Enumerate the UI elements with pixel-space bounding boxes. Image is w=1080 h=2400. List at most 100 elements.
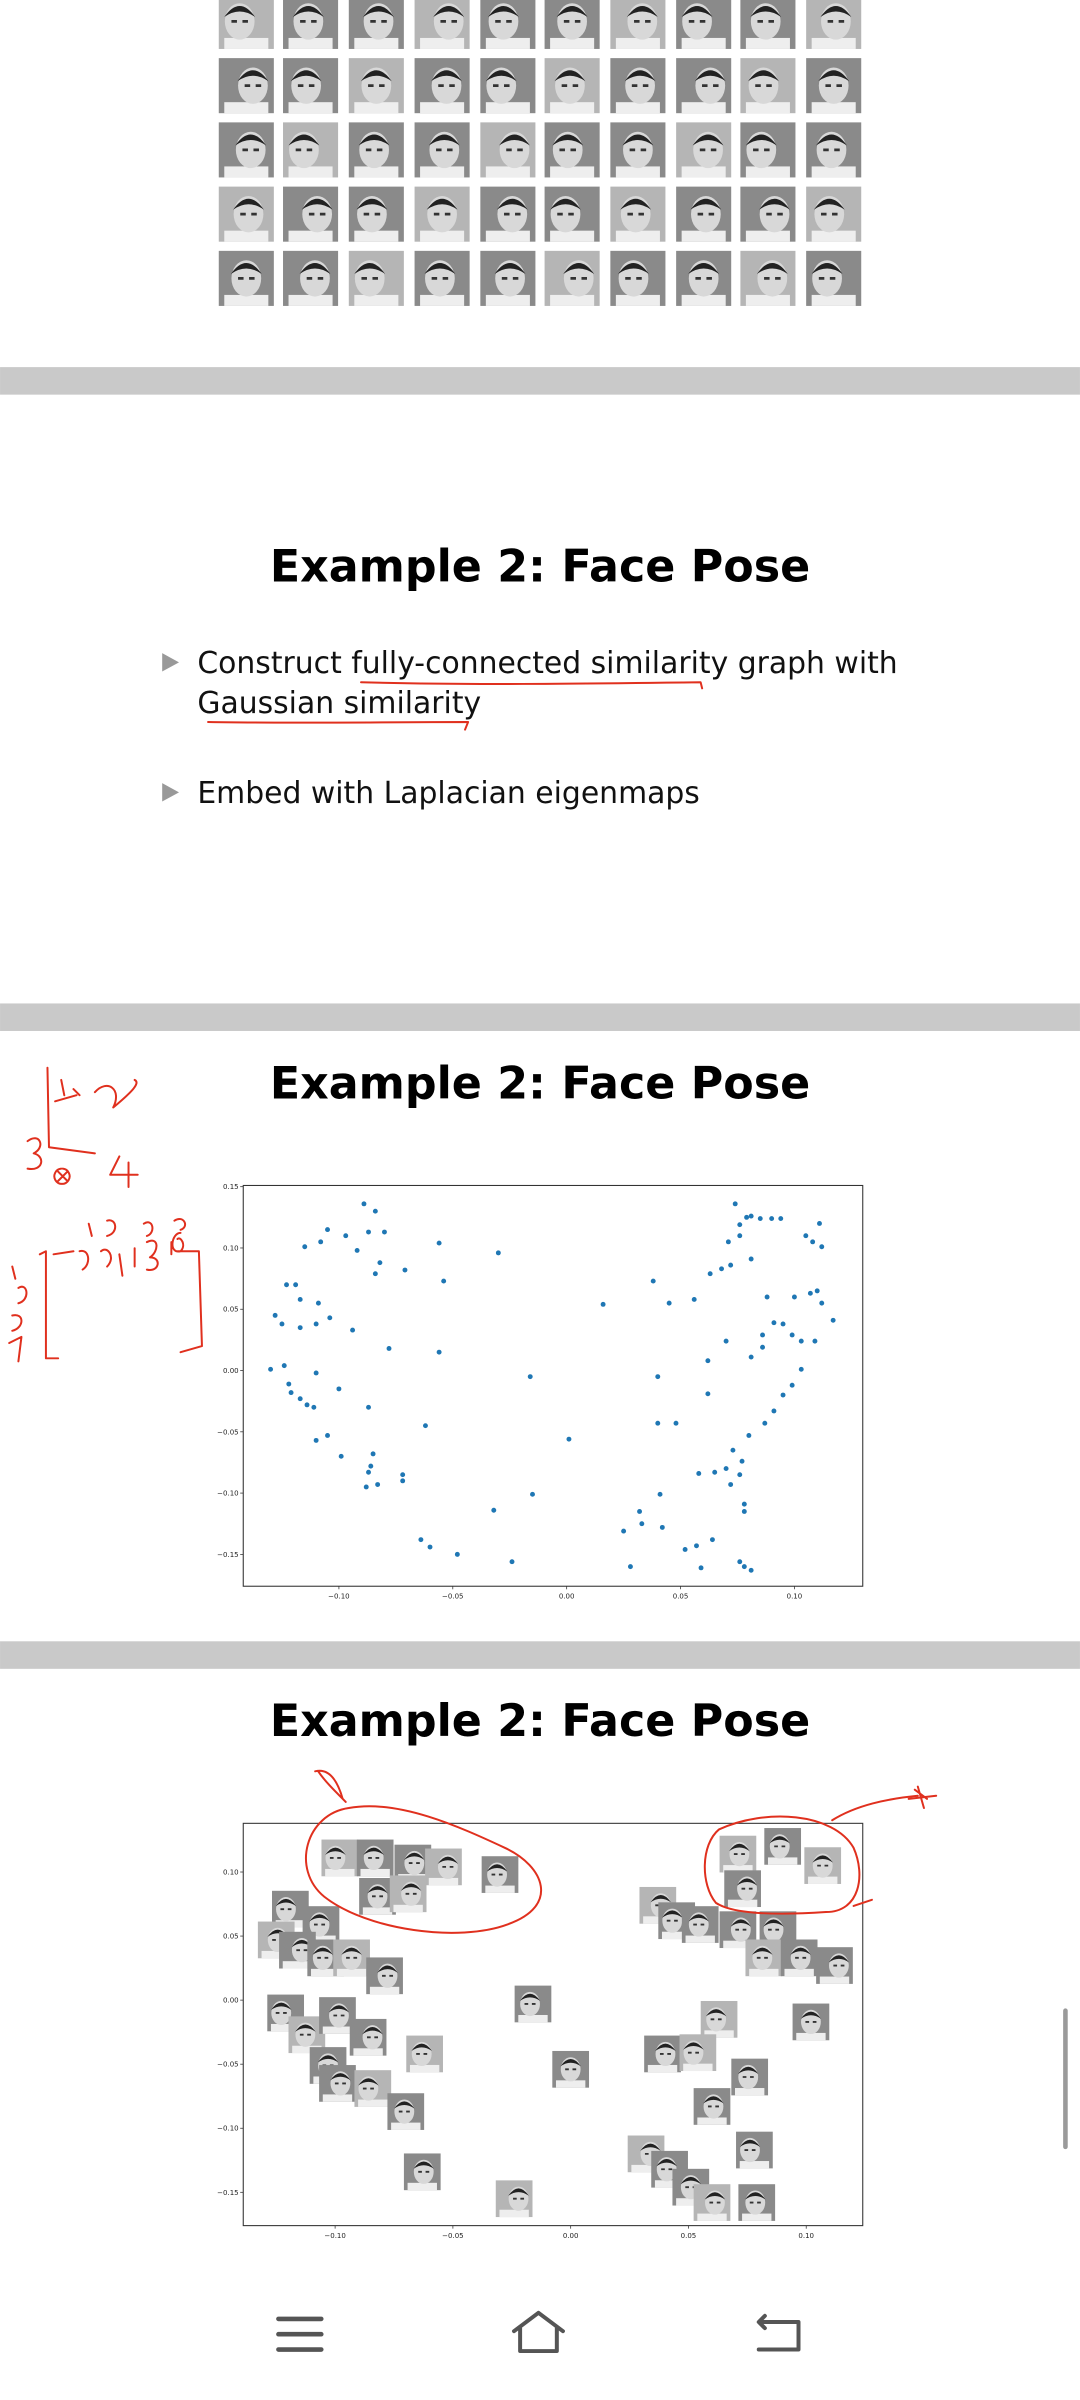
thumb-hair	[330, 2073, 351, 2081]
point	[769, 1216, 775, 1222]
thumb-hair	[745, 134, 777, 146]
bullet-text: Gaussian similarity	[197, 686, 481, 721]
point	[338, 1453, 344, 1459]
thumb-body	[745, 294, 790, 306]
thumb-body	[550, 294, 595, 306]
point	[325, 1433, 330, 1438]
point	[812, 1338, 818, 1344]
face-point	[764, 1828, 802, 1865]
point	[748, 1354, 754, 1360]
home-button[interactable]	[512, 2310, 565, 2354]
point	[366, 1229, 371, 1235]
thumb-body	[485, 102, 530, 114]
back-button[interactable]	[756, 2313, 801, 2352]
face-thumbnail	[806, 0, 862, 49]
face-thumbnail	[348, 58, 404, 114]
point	[748, 1567, 754, 1573]
thumb-body	[745, 230, 790, 242]
face-point	[514, 1985, 552, 2023]
face-thumbnail	[218, 58, 274, 114]
point	[712, 1469, 718, 1475]
face-thumbnail	[414, 250, 470, 306]
face-thumbnail	[480, 250, 536, 306]
thumb-body	[784, 1968, 814, 1977]
scrollbar	[1063, 2008, 1068, 2150]
point	[694, 1543, 699, 1549]
point	[313, 1437, 319, 1443]
thumb-body	[615, 294, 660, 306]
face-thumbnail	[806, 58, 862, 114]
point	[370, 1451, 376, 1457]
point	[311, 1404, 317, 1410]
point	[723, 1338, 729, 1344]
y-tick-label: 0.00	[223, 1366, 239, 1375]
point	[657, 1491, 663, 1497]
thumb-body	[224, 37, 269, 49]
thumb-body	[647, 2064, 678, 2073]
point	[318, 1239, 324, 1245]
thumb-hair	[299, 262, 331, 274]
thumb-hair	[745, 2192, 766, 2200]
point	[673, 1420, 679, 1426]
y-tick-label: −0.15	[217, 2188, 238, 2197]
point	[757, 1216, 763, 1222]
x-tick-label: 0.10	[798, 2231, 814, 2240]
page-divider	[0, 367, 1080, 395]
point	[764, 1294, 770, 1300]
face-thumbnail	[348, 0, 404, 49]
face-image-grid	[218, 0, 862, 306]
face-thumbnail	[348, 186, 404, 242]
thumb-body	[485, 230, 530, 242]
face-point	[745, 1939, 783, 1977]
point	[728, 1262, 734, 1268]
face-point	[354, 2070, 392, 2107]
thumb-hair	[650, 1895, 672, 1903]
thumb-body	[811, 230, 856, 242]
thumb-hair	[640, 2143, 661, 2151]
thumb-body	[409, 2064, 440, 2073]
point	[527, 1374, 533, 1380]
thumb-body	[550, 166, 595, 178]
thumb-hair	[358, 134, 390, 146]
thumb-body	[485, 1885, 515, 1893]
face-point	[389, 1875, 427, 1913]
thumb-hair	[499, 134, 530, 146]
thumb-body	[723, 1865, 753, 1873]
thumb-hair	[267, 1929, 288, 1937]
face-thumbnail	[740, 58, 796, 114]
thumb-body	[288, 37, 333, 49]
face-thumbnail	[283, 58, 339, 114]
face-point	[319, 2065, 356, 2102]
face-point	[738, 2184, 776, 2221]
thumb-body	[727, 1899, 758, 1908]
menu-button[interactable]	[276, 2316, 324, 2352]
thumb-hair	[325, 1847, 346, 1855]
face-thumbnail	[544, 58, 600, 114]
face-thumbnail	[283, 186, 339, 242]
thumb-body	[697, 2213, 727, 2221]
thumb-body	[354, 102, 399, 114]
thumb-hair	[618, 262, 649, 274]
thumb-hair	[230, 262, 262, 274]
thumb-hair	[688, 262, 720, 274]
thumb-hair	[812, 1855, 833, 1863]
thumb-hair	[828, 1955, 850, 1963]
thumb-body	[518, 2014, 548, 2023]
thumb-hair	[312, 1947, 334, 1955]
thumb-hair	[237, 70, 269, 82]
face-point	[319, 1997, 356, 2034]
thumb-body	[697, 2117, 727, 2125]
face-thumbnail	[218, 186, 274, 242]
thumb-body	[224, 294, 269, 306]
point	[730, 1447, 736, 1453]
thumb-hair	[763, 1919, 784, 1927]
thumb-body	[485, 37, 530, 49]
point	[375, 1482, 381, 1487]
thumb-hair	[309, 1914, 330, 1922]
face-thumbnail	[544, 186, 600, 242]
slide-title: Example 2: Face Pose	[270, 1696, 810, 1747]
thumb-hair	[563, 262, 595, 274]
thumb-body	[288, 230, 333, 242]
point	[637, 1509, 642, 1514]
